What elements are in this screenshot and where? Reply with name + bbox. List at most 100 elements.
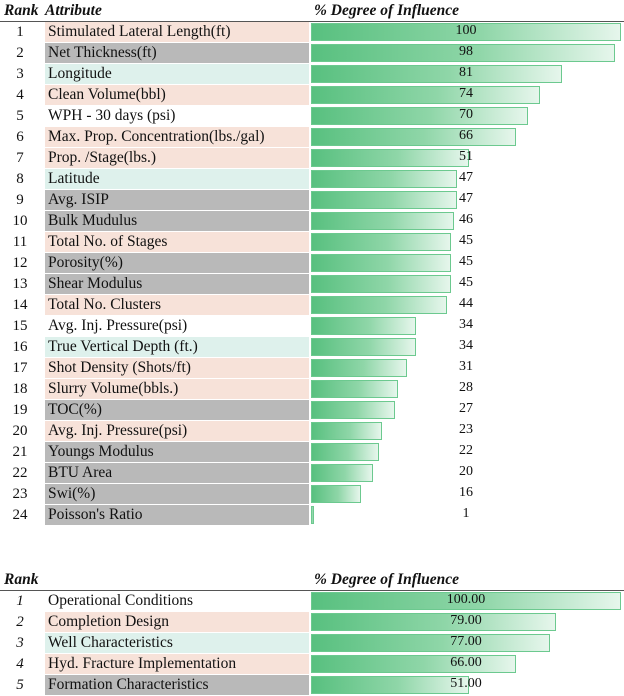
table-header: Rank % Degree of Influence <box>0 569 624 591</box>
influence-bar <box>311 592 621 610</box>
table-row: 10 Bulk Mudulus 46 <box>0 211 624 232</box>
attribute-label: Total No. Clusters <box>45 295 309 315</box>
bar-cell: 23 <box>311 421 621 441</box>
influence-value: 34 <box>459 338 473 353</box>
influence-value: 22 <box>459 443 473 458</box>
attribute-label: Shear Modulus <box>45 274 309 294</box>
rank-cell: 5 <box>16 108 24 124</box>
bar-cell: 47 <box>311 190 621 210</box>
table-body: 1 Operational Conditions 100.00 2 Completion… <box>0 591 624 696</box>
bar-cell: 1 <box>311 505 621 525</box>
influence-bar <box>311 634 550 652</box>
bar-cell: 66.00 <box>311 654 621 674</box>
attribute-label: Operational Conditions <box>45 591 309 611</box>
influence-bar <box>311 676 469 694</box>
attribute-label: Clean Volume(bbl) <box>45 85 309 105</box>
influence-bar <box>311 23 621 41</box>
table-row: 4 Clean Volume(bbl) 74 <box>0 85 624 106</box>
influence-value: 66 <box>459 128 473 143</box>
table-row: 2 Net Thickness(ft) 98 <box>0 43 624 64</box>
influence-value: 20 <box>459 464 473 479</box>
attribute-label: TOC(%) <box>45 400 309 420</box>
attribute-label: Max. Prop. Concentration(lbs./gal) <box>45 127 309 147</box>
attribute-label: Formation Characteristics <box>45 675 309 695</box>
influence-value: 70 <box>459 107 473 122</box>
rank-cell: 8 <box>16 171 24 187</box>
rank-header: Rank <box>4 571 39 588</box>
bar-cell: 28 <box>311 379 621 399</box>
rank-cell: 1 <box>16 593 24 609</box>
attribute-label: Avg. Inj. Pressure(psi) <box>45 421 309 441</box>
influence-value: 100.00 <box>446 592 486 607</box>
influence-bar <box>311 613 556 631</box>
rank-cell: 22 <box>12 465 28 481</box>
influence-value: 27 <box>459 401 473 416</box>
table-row: 7 Prop. /Stage(lbs.) 51 <box>0 148 624 169</box>
influence-bar <box>311 107 528 125</box>
influence-bar <box>311 401 395 419</box>
influence-value: 100 <box>455 23 477 38</box>
influence-value: 47 <box>459 170 473 185</box>
attribute-label: Hyd. Fracture Implementation <box>45 654 309 674</box>
influence-value: 66.00 <box>450 655 482 670</box>
attribute-label: Poisson's Ratio <box>45 505 309 525</box>
attribute-label: Well Characteristics <box>45 633 309 653</box>
bar-cell: 45 <box>311 253 621 273</box>
bar-cell: 74 <box>311 85 621 105</box>
influence-value: 45 <box>459 233 473 248</box>
bar-cell: 45 <box>311 232 621 252</box>
category-influence-table: Rank % Degree of Influence 1 Operational … <box>0 569 624 696</box>
table-row: 15 Avg. Inj. Pressure(psi) 34 <box>0 316 624 337</box>
rank-cell: 15 <box>12 318 28 334</box>
influence-value: 16 <box>459 485 473 500</box>
table-body: 1 Stimulated Lateral Length(ft) 100 2 Net Th… <box>0 22 624 526</box>
attribute-label: Latitude <box>45 169 309 189</box>
influence-bar <box>311 86 540 104</box>
influence-bar <box>311 191 457 209</box>
table-row: 1 Stimulated Lateral Length(ft) 100 <box>0 22 624 43</box>
rank-cell: 4 <box>16 656 24 672</box>
rank-cell: 6 <box>16 129 24 145</box>
influence-value: 98 <box>459 44 473 59</box>
bar-cell: 100 <box>311 22 621 42</box>
table-row: 9 Avg. ISIP 47 <box>0 190 624 211</box>
bar-cell: 27 <box>311 400 621 420</box>
table-row: 24 Poisson's Ratio 1 <box>0 505 624 526</box>
influence-value: 23 <box>459 422 473 437</box>
rank-cell: 10 <box>12 213 28 229</box>
rank-cell: 17 <box>12 360 28 376</box>
bar-cell: 44 <box>311 295 621 315</box>
influence-bar <box>311 149 469 167</box>
rank-cell: 14 <box>12 297 28 313</box>
bar-cell: 66 <box>311 127 621 147</box>
bar-cell: 47 <box>311 169 621 189</box>
table-row: 4 Hyd. Fracture Implementation 66.00 <box>0 654 624 675</box>
bar-cell: 51 <box>311 148 621 168</box>
attribute-label: Youngs Modulus <box>45 442 309 462</box>
rank-cell: 13 <box>12 276 28 292</box>
table-row: 5 Formation Characteristics 51.00 <box>0 675 624 696</box>
influence-value: 46 <box>459 212 473 227</box>
attribute-label: Total No. of Stages <box>45 232 309 252</box>
influence-bar <box>311 506 314 524</box>
rank-cell: 7 <box>16 150 24 166</box>
bar-cell: 70 <box>311 106 621 126</box>
influence-value: 34 <box>459 317 473 332</box>
attribute-label: Slurry Volume(bbls.) <box>45 379 309 399</box>
table-row: 14 Total No. Clusters 44 <box>0 295 624 316</box>
influence-value: 28 <box>459 380 473 395</box>
table-row: 3 Well Characteristics 77.00 <box>0 633 624 654</box>
attribute-label: Avg. Inj. Pressure(psi) <box>45 316 309 336</box>
bar-cell: 51.00 <box>311 675 621 695</box>
table-row: 8 Latitude 47 <box>0 169 624 190</box>
rank-cell: 11 <box>12 234 28 250</box>
attribute-label: Avg. ISIP <box>45 190 309 210</box>
rank-cell: 5 <box>16 677 24 693</box>
table-row: 17 Shot Density (Shots/ft) 31 <box>0 358 624 379</box>
influence-bar <box>311 65 562 83</box>
table-header: Rank Attribute % Degree of Influence <box>0 0 624 22</box>
influence-bar <box>311 296 447 314</box>
influence-bar <box>311 233 451 251</box>
rank-cell: 3 <box>16 66 24 82</box>
rank-cell: 2 <box>16 45 24 61</box>
